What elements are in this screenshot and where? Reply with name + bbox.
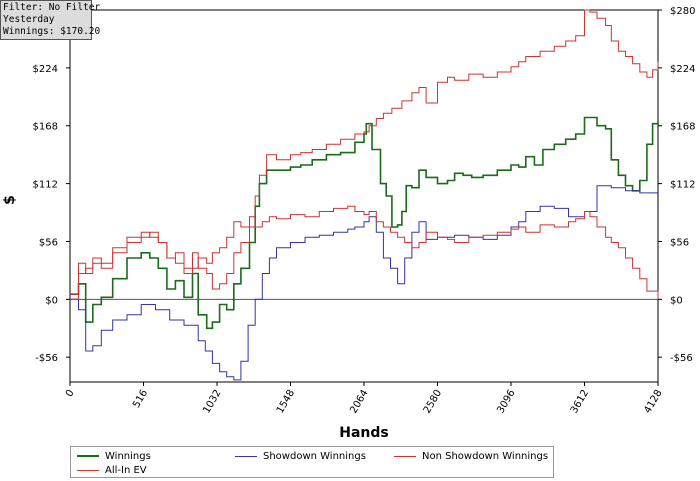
legend-item-non-showdown[interactable]: Non Showdown Winnings [394, 449, 548, 463]
x-axis: 0 516 1032 1548 2064 2580 3096 3612 4128 [64, 382, 665, 416]
series-line-all-in-ev [70, 9, 659, 295]
y-tick-label-right: $0 [670, 295, 683, 306]
legend-label-allin-ev: All-In EV [105, 464, 147, 476]
y-tick-label-right: $224 [670, 64, 695, 75]
y-axis-left: -$56$0$56$112$168$224$280 [33, 6, 70, 364]
y-tick-label-left: $168 [33, 122, 58, 133]
y-tick-label-right: $168 [670, 122, 695, 133]
legend-swatch-allin-ev [77, 469, 99, 471]
legend-label-winnings: Winnings [105, 450, 151, 462]
legend-item-showdown[interactable]: Showdown Winnings [235, 449, 366, 463]
y-tick-label-left: $224 [33, 64, 58, 75]
x-tick-label: 1548 [275, 388, 297, 416]
series-line-non-showdown-winnings [70, 205, 659, 300]
x-tick-label: 0 [64, 388, 77, 399]
filter-label: Filter: No Filter [3, 2, 101, 13]
x-tick-label: 3612 [569, 388, 591, 416]
period-label: Yesterday [3, 14, 55, 25]
legend-label-showdown: Showdown Winnings [263, 450, 366, 462]
x-tick-label: 1032 [201, 388, 223, 416]
x-axis-title: Hands [339, 425, 389, 441]
legend-swatch-non-showdown [394, 455, 416, 457]
y-tick-label-left: $112 [33, 180, 58, 191]
x-tick-label: 2580 [422, 388, 444, 416]
series-line-showdown-winnings [70, 185, 658, 381]
series-layer [70, 9, 659, 381]
x-tick-label: 3096 [495, 388, 517, 416]
y-tick-label-right: $112 [670, 180, 695, 191]
winnings-label: Winnings: $170.20 [3, 26, 101, 37]
y-tick-label-right: $56 [670, 237, 689, 248]
y-axis-right: -$56 $0 $56 $112 $168 $224 $280 [658, 6, 695, 364]
filter-info-box: Filter: No Filter Yesterday Winnings: $1… [0, 0, 101, 40]
legend: Winnings Showdown Winnings Non Showdown … [70, 446, 554, 478]
y-tick-label-left: $0 [45, 295, 58, 306]
y-axis-title: $ [2, 195, 18, 205]
series-line-winnings [70, 116, 659, 330]
legend-item-allin-ev[interactable]: All-In EV [77, 463, 147, 477]
x-tick-label: 2064 [348, 388, 370, 416]
legend-label-non-showdown: Non Showdown Winnings [422, 450, 549, 462]
x-tick-label: 4128 [642, 388, 664, 416]
legend-swatch-showdown [235, 455, 257, 457]
x-tick-label: 516 [131, 388, 150, 410]
y-tick-label-right: -$56 [670, 353, 693, 364]
y-tick-label-right: $280 [670, 6, 695, 17]
y-tick-label-left: -$56 [35, 353, 58, 364]
y-tick-label-left: $56 [39, 237, 58, 248]
legend-item-winnings[interactable]: Winnings [77, 449, 151, 463]
legend-swatch-winnings [77, 455, 99, 457]
plot-frame [69, 9, 659, 383]
